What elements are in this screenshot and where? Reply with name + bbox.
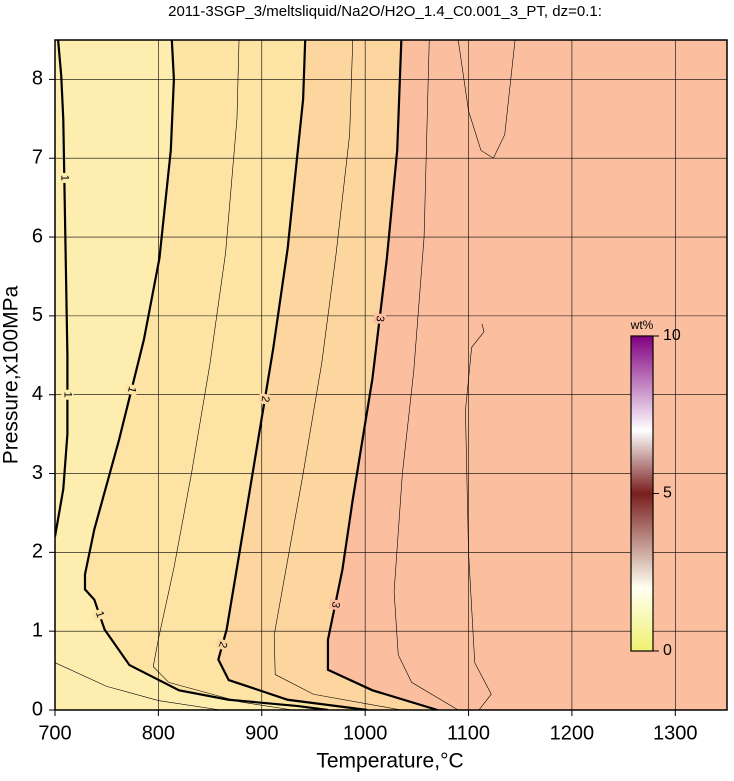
x-tick-label: 700 xyxy=(38,722,71,744)
contour-line xyxy=(273,40,402,710)
chart-title: 2011-3SGP_3/meltsliquid/Na2O/H2O_1.4_C0.… xyxy=(168,3,602,20)
x-tick-label: 1200 xyxy=(550,722,595,744)
colorbar-tick-label: 10 xyxy=(663,327,681,344)
contour-label: 1 xyxy=(93,610,106,620)
y-tick-label: 3 xyxy=(32,462,43,484)
contour-label: 1 xyxy=(61,392,73,398)
contour-label-bg xyxy=(373,312,387,325)
colorbar-tick-label: 5 xyxy=(663,485,672,502)
contour-line xyxy=(217,40,368,710)
contour-line xyxy=(152,40,293,710)
contour-line xyxy=(83,40,329,710)
plot-frame xyxy=(54,39,728,711)
contour-label: 2 xyxy=(216,640,229,649)
contour-label-bg xyxy=(92,607,107,622)
contour-label-bg xyxy=(258,393,272,405)
contour-line xyxy=(393,40,459,710)
contour-label: 2 xyxy=(259,395,272,403)
y-axis-label: Pressure,x100MPa xyxy=(0,285,23,464)
colorbar-label: wt% xyxy=(630,318,654,332)
contour-line xyxy=(457,40,516,159)
contour-line xyxy=(465,323,492,710)
contour-label-bg xyxy=(328,598,343,611)
y-tick-label: 1 xyxy=(32,619,43,641)
contour-line xyxy=(55,662,221,710)
x-tick-label: 800 xyxy=(142,722,175,744)
contour-label-bg xyxy=(124,383,139,396)
y-tick-label: 4 xyxy=(32,383,43,405)
contour-label-bg xyxy=(61,389,74,400)
contour-label-bg xyxy=(215,638,230,651)
contour-label-bg xyxy=(58,172,71,184)
contour-line xyxy=(326,40,438,710)
y-tick-label: 7 xyxy=(32,147,43,169)
x-tick-label: 1300 xyxy=(653,722,698,744)
x-tick-label: 1000 xyxy=(343,722,388,744)
contour-label: 1 xyxy=(58,175,70,181)
contour-band xyxy=(327,40,727,710)
colorbar-tick-label: 0 xyxy=(663,642,672,659)
y-tick-label: 0 xyxy=(32,698,43,720)
contour-line xyxy=(55,40,69,537)
plot-area: 1 1 1 1 2 2 3 3 xyxy=(55,40,727,710)
contour-label: 1 xyxy=(125,385,138,394)
overlay: 700 800 900 1000 1100 1200 1300012345678wt%051… xyxy=(32,39,728,744)
y-tick-label: 8 xyxy=(32,68,43,90)
y-tick-label: 5 xyxy=(32,304,43,326)
contour-label: 3 xyxy=(373,315,386,323)
x-axis-label: Temperature,°C xyxy=(316,750,463,773)
x-tick-label: 1100 xyxy=(447,722,490,744)
colorbar xyxy=(630,335,654,652)
contour-label: 3 xyxy=(329,601,342,609)
y-tick-label: 6 xyxy=(32,225,43,247)
y-tick-label: 2 xyxy=(32,541,43,563)
x-tick-label: 900 xyxy=(245,722,278,744)
